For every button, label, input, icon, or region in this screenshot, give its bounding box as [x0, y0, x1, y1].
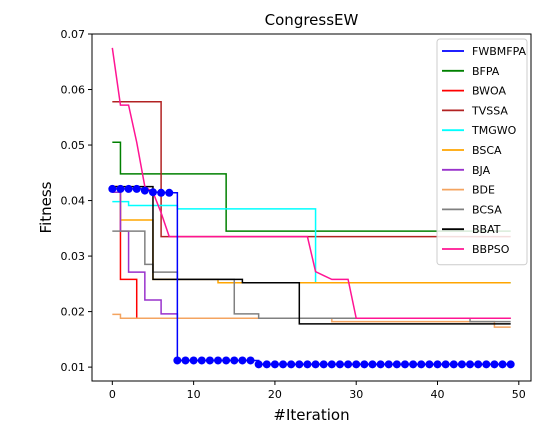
data-point-fwbmfpa	[116, 184, 125, 193]
data-point-fwbmfpa	[222, 356, 231, 365]
data-point-fwbmfpa	[384, 360, 393, 369]
data-point-fwbmfpa	[319, 360, 328, 369]
x-axis-label: #Iteration	[273, 406, 349, 424]
data-point-fwbmfpa	[295, 360, 304, 369]
data-point-fwbmfpa	[140, 186, 149, 195]
chart-title: CongressEW	[265, 11, 359, 29]
data-point-fwbmfpa	[474, 360, 483, 369]
data-point-fwbmfpa	[352, 360, 361, 369]
data-point-fwbmfpa	[108, 184, 117, 193]
legend-label: BCSA	[472, 203, 502, 216]
legend-label: BWOA	[472, 85, 506, 98]
series-line-bde	[112, 313, 511, 328]
x-axis: 0 10 20 30 40 50	[109, 381, 526, 401]
data-point-fwbmfpa	[279, 360, 288, 369]
data-point-fwbmfpa	[165, 188, 174, 197]
data-point-fwbmfpa	[506, 360, 515, 369]
data-point-fwbmfpa	[246, 356, 255, 365]
data-point-fwbmfpa	[189, 356, 198, 365]
x-tick-label: 40	[431, 388, 445, 401]
data-point-fwbmfpa	[327, 360, 336, 369]
y-tick-label: 0.01	[61, 361, 86, 374]
legend-label: BBAT	[472, 223, 501, 236]
data-point-fwbmfpa	[498, 360, 507, 369]
y-tick-label: 0.06	[61, 84, 86, 97]
y-tick-label: 0.04	[61, 195, 86, 208]
data-point-fwbmfpa	[132, 184, 141, 193]
data-point-fwbmfpa	[148, 188, 157, 197]
x-tick-label: 0	[109, 388, 116, 401]
data-point-fwbmfpa	[425, 360, 434, 369]
plot-area	[108, 47, 515, 369]
data-point-fwbmfpa	[449, 360, 458, 369]
data-point-fwbmfpa	[197, 356, 206, 365]
data-point-fwbmfpa	[368, 360, 377, 369]
data-point-fwbmfpa	[482, 360, 491, 369]
series-line-bbat	[112, 185, 511, 325]
legend: FWBMFPA BFPA BWOA TVSSA TMGWO BSCA BJA BDE BCSA B…	[436, 38, 528, 266]
data-point-fwbmfpa	[433, 360, 442, 369]
data-point-fwbmfpa	[230, 356, 239, 365]
legend-label: BFPA	[472, 65, 500, 78]
data-point-fwbmfpa	[254, 360, 263, 369]
legend-label: BSCA	[472, 144, 502, 157]
data-point-fwbmfpa	[311, 360, 320, 369]
data-point-fwbmfpa	[344, 360, 353, 369]
x-tick-label: 30	[349, 388, 363, 401]
legend-label: TMGWO	[471, 124, 517, 137]
data-point-fwbmfpa	[466, 360, 475, 369]
data-point-fwbmfpa	[238, 356, 247, 365]
data-point-fwbmfpa	[214, 356, 223, 365]
data-point-fwbmfpa	[409, 360, 418, 369]
legend-box	[436, 38, 528, 266]
data-point-fwbmfpa	[457, 360, 466, 369]
y-axis-label: Fitness	[37, 181, 55, 233]
data-point-fwbmfpa	[400, 360, 409, 369]
data-point-fwbmfpa	[287, 360, 296, 369]
data-point-fwbmfpa	[157, 188, 166, 197]
y-tick-label: 0.07	[61, 28, 86, 41]
data-point-fwbmfpa	[417, 360, 426, 369]
data-point-fwbmfpa	[270, 360, 279, 369]
data-point-fwbmfpa	[360, 360, 369, 369]
data-point-fwbmfpa	[441, 360, 450, 369]
data-point-fwbmfpa	[392, 360, 401, 369]
legend-label: BDE	[472, 184, 495, 197]
y-tick-label: 0.02	[61, 306, 86, 319]
x-tick-label: 20	[268, 388, 282, 401]
y-tick-label: 0.05	[61, 139, 86, 152]
y-axis: 0.01 0.02 0.03 0.04 0.05 0.06 0.07	[61, 28, 92, 374]
series-line-bbpso	[111, 47, 511, 320]
data-point-fwbmfpa	[490, 360, 499, 369]
legend-label: BJA	[472, 164, 491, 177]
legend-label: BBPSO	[472, 243, 510, 256]
x-tick-label: 50	[512, 388, 526, 401]
data-point-fwbmfpa	[173, 356, 182, 365]
data-point-fwbmfpa	[303, 360, 312, 369]
legend-label: FWBMFPA	[472, 45, 526, 58]
series-line-bfpa	[112, 141, 511, 232]
data-point-fwbmfpa	[262, 360, 271, 369]
data-point-fwbmfpa	[124, 184, 133, 193]
data-point-fwbmfpa	[205, 356, 214, 365]
legend-label: TVSSA	[471, 104, 508, 117]
y-tick-label: 0.03	[61, 250, 86, 263]
x-tick-label: 10	[187, 388, 201, 401]
plot-frame	[91, 33, 532, 382]
data-point-fwbmfpa	[376, 360, 385, 369]
data-point-fwbmfpa	[335, 360, 344, 369]
data-point-fwbmfpa	[181, 356, 190, 365]
